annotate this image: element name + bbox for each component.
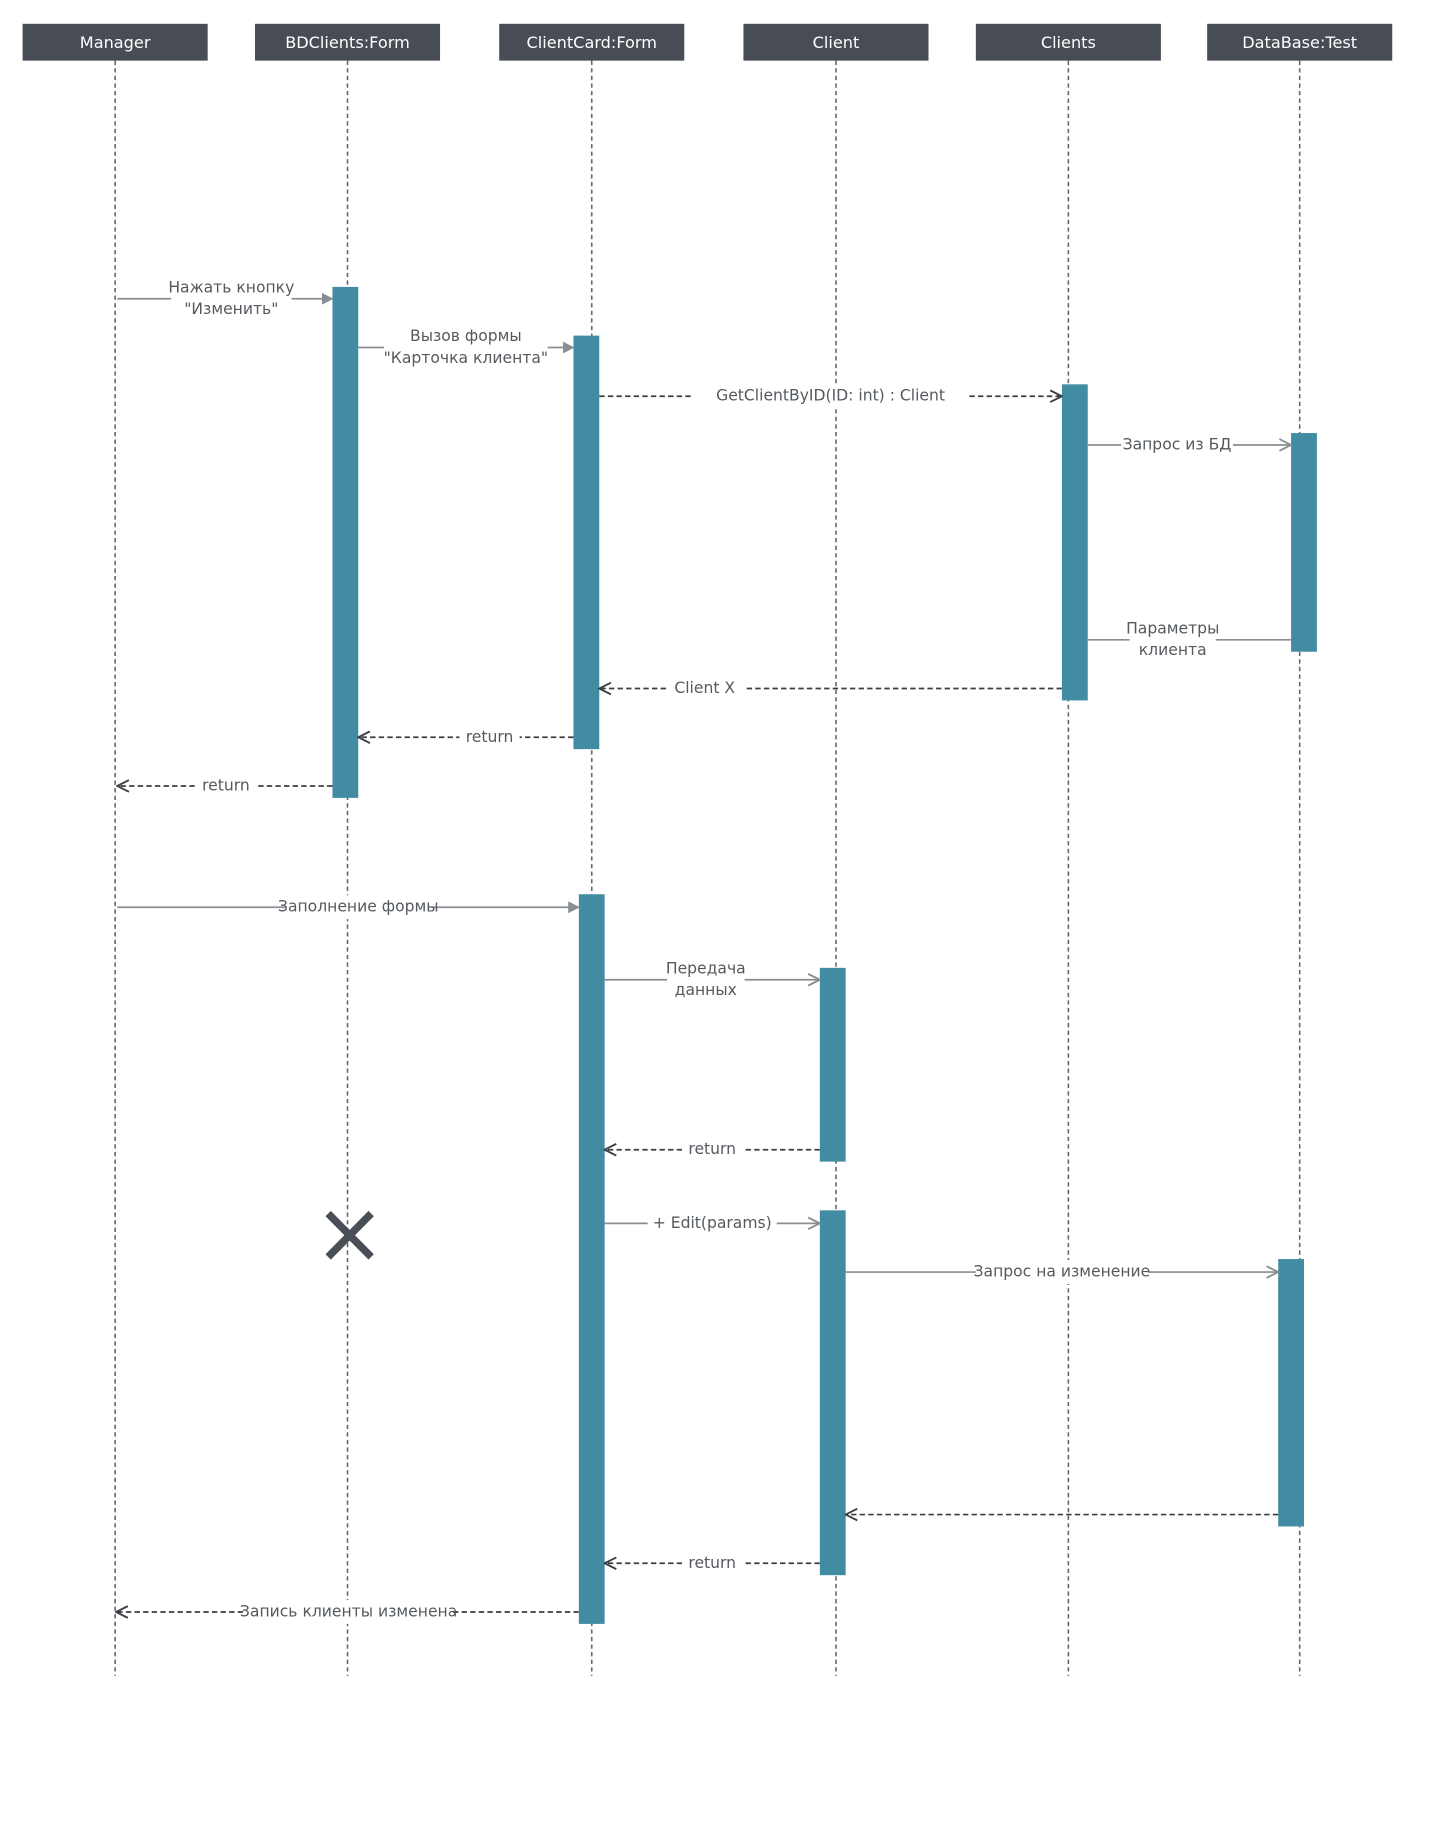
activation-bar-clientcard <box>578 894 605 1624</box>
participant-label: DataBase:Test <box>1242 33 1357 52</box>
participant-header-box <box>975 23 1161 61</box>
participant-clients[interactable]: Clients <box>975 23 1161 61</box>
message-label: return <box>202 775 250 794</box>
message-m5: Параметры клиента <box>1087 617 1292 663</box>
message-label: клиента <box>1139 640 1207 659</box>
message-label: Заполнение формы <box>278 897 439 916</box>
message-label: GetClientByID(ID: int) : Client <box>716 386 945 405</box>
participant-header-box <box>254 23 441 61</box>
message-label-bg <box>285 895 432 920</box>
message-label-bg <box>1121 433 1233 457</box>
sequence-diagram-canvas: Нажать кнопку "Изменить" Вызов формы "Карто… <box>22 23 1393 1676</box>
activation-bar-client <box>819 967 846 1162</box>
message-m4: Запрос из БД <box>1087 433 1291 457</box>
message-label-bg <box>682 1551 743 1576</box>
message-label: return <box>466 727 514 746</box>
message-label-bg <box>1129 617 1216 663</box>
message-label-bg <box>647 1211 777 1236</box>
message-label: Client X <box>674 678 735 697</box>
message-m8: return <box>117 774 333 798</box>
participant-label: Clients <box>1041 33 1096 52</box>
message-label: Передача <box>666 958 746 977</box>
participant-header-box <box>1207 23 1393 61</box>
message-label-bg <box>692 384 969 409</box>
message-label-bg <box>665 676 744 701</box>
message-label: "Карточка клиента" <box>384 348 548 367</box>
message-m12: + Edit(params) <box>604 1211 820 1236</box>
message-m15: return <box>605 1551 820 1576</box>
participant-header-box <box>22 23 208 61</box>
activation-bar-clients <box>1061 384 1088 701</box>
activation-bar-client <box>819 1210 846 1576</box>
message-label: + Edit(params) <box>653 1213 772 1232</box>
message-label: return <box>688 1139 736 1158</box>
participant-header-box <box>499 23 685 61</box>
message-label: Запрос на изменение <box>974 1262 1151 1281</box>
message-label-bg <box>384 324 548 371</box>
message-m6: Client X <box>599 676 1062 701</box>
message-label: Запрос из БД <box>1123 434 1232 453</box>
message-label: Нажать кнопку <box>168 277 294 296</box>
message-m13: Запрос на изменение <box>845 1260 1279 1284</box>
message-m3: GetClientByID(ID: int) : Client <box>599 384 1062 409</box>
participant-client[interactable]: Client <box>743 23 929 61</box>
participant-database[interactable]: DataBase:Test <box>1207 23 1393 61</box>
participant-label: ClientCard:Form <box>527 33 657 52</box>
message-m2: Вызов формы "Карточка клиента" <box>358 324 575 371</box>
message-label: "Изменить" <box>184 299 278 318</box>
participant-label: Manager <box>80 33 151 52</box>
message-m1: Нажать кнопку "Изменить" <box>117 276 334 322</box>
message-label-bg <box>682 1137 743 1162</box>
participant-label: BDClients:Form <box>285 33 410 52</box>
message-label: Запись клиенты изменена <box>240 1601 457 1620</box>
message-label-bg <box>245 1600 452 1624</box>
message-label-bg <box>171 276 292 322</box>
message-label: данных <box>675 980 737 999</box>
activation-bar-database <box>1278 1259 1304 1527</box>
message-m7: return <box>358 725 574 750</box>
message-m9: Заполнение формы <box>117 895 581 920</box>
activation-bar-clientcard <box>573 335 600 750</box>
participant-label: Client <box>813 33 860 52</box>
message-label-bg <box>459 725 520 750</box>
message-m11: return <box>605 1137 820 1162</box>
message-label: Вызов формы <box>410 326 522 345</box>
destroy-icon <box>325 1210 374 1260</box>
message-label: Параметры <box>1126 618 1219 637</box>
message-label: return <box>688 1553 736 1572</box>
participant-header-box <box>743 23 929 61</box>
message-m16: Запись клиенты изменена <box>116 1600 579 1624</box>
participant-manager[interactable]: Manager <box>22 23 208 61</box>
message-label-bg <box>975 1260 1148 1284</box>
activation-bar-database <box>1291 433 1317 652</box>
participant-bdclients[interactable]: BDClients:Form <box>254 23 441 61</box>
message-label-bg <box>195 774 257 798</box>
message-m10: Передача данных <box>604 957 820 1003</box>
message-label-bg <box>667 957 745 1003</box>
participant-clientcard[interactable]: ClientCard:Form <box>499 23 685 61</box>
activation-bar-bdclients <box>332 286 359 798</box>
